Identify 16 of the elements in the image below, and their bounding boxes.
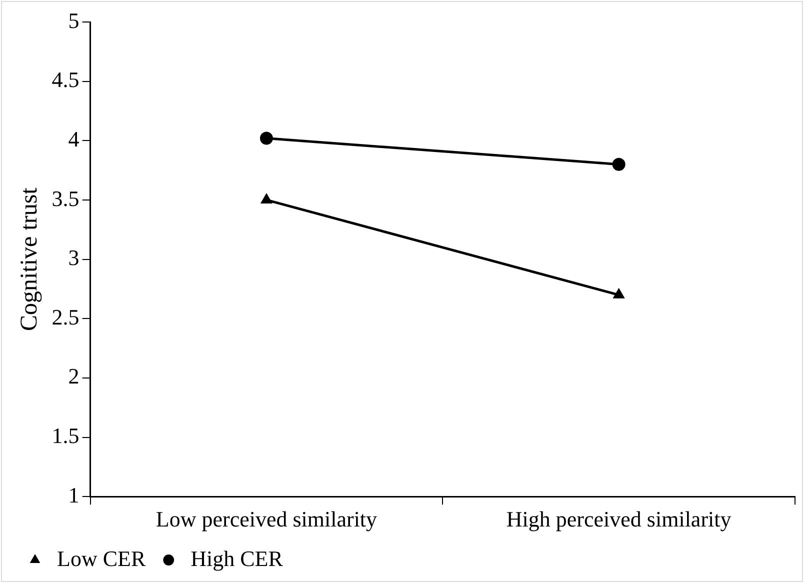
legend-label: Low CER bbox=[57, 546, 146, 571]
point bbox=[260, 132, 273, 145]
y-tick-label: 4.5 bbox=[52, 67, 80, 92]
y-tick-label: 2.5 bbox=[52, 304, 80, 330]
point bbox=[612, 158, 626, 171]
y-tick-label: 5 bbox=[68, 8, 80, 33]
y-tick-label: 1 bbox=[68, 482, 80, 508]
y-tick-label: 4 bbox=[68, 126, 80, 152]
y-tick-label: 3 bbox=[68, 245, 80, 270]
y-axis-title: Cognitive trust bbox=[16, 187, 43, 331]
y-tick-label: 2 bbox=[68, 364, 80, 389]
x-tick-label: Low perceived similarity bbox=[156, 506, 378, 532]
legend-label: High CER bbox=[190, 546, 284, 571]
y-tick-label: 1.5 bbox=[52, 423, 80, 448]
x-tick-label: High perceived similarity bbox=[506, 506, 732, 532]
y-tick-label: 3.5 bbox=[52, 186, 80, 211]
